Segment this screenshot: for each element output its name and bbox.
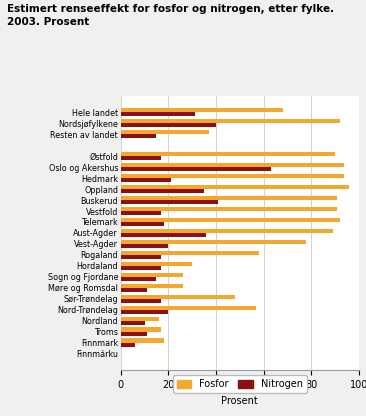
Bar xyxy=(121,272,183,277)
Bar xyxy=(121,163,344,167)
Bar xyxy=(121,295,235,299)
Bar xyxy=(121,130,209,134)
Bar xyxy=(121,332,147,336)
Legend: Fosfor, Nitrogen: Fosfor, Nitrogen xyxy=(173,375,307,393)
Bar xyxy=(121,189,204,193)
Bar xyxy=(121,255,161,259)
Bar xyxy=(121,134,157,139)
Bar xyxy=(121,196,337,200)
Bar xyxy=(121,123,216,127)
Bar xyxy=(121,119,340,123)
Bar xyxy=(121,174,344,178)
Bar xyxy=(121,299,161,303)
Bar xyxy=(121,317,159,321)
Bar xyxy=(121,108,283,112)
Bar xyxy=(121,156,161,160)
Bar xyxy=(121,233,206,237)
Bar xyxy=(121,207,337,211)
Bar xyxy=(121,343,135,347)
Bar xyxy=(121,200,218,204)
Bar xyxy=(121,112,195,116)
Bar xyxy=(121,277,157,281)
Bar xyxy=(121,288,147,292)
Bar xyxy=(121,211,161,215)
Bar xyxy=(121,306,257,310)
Bar xyxy=(121,244,168,248)
Bar xyxy=(121,327,161,332)
Bar xyxy=(121,251,259,255)
Bar xyxy=(121,262,192,266)
Bar xyxy=(121,167,271,171)
X-axis label: Prosent: Prosent xyxy=(221,396,258,406)
Bar xyxy=(121,321,145,325)
Bar xyxy=(121,310,168,314)
Bar xyxy=(121,185,349,189)
Text: Estimert renseeffekt for fosfor og nitrogen, etter fylke.
2003. Prosent: Estimert renseeffekt for fosfor og nitro… xyxy=(7,4,335,27)
Bar xyxy=(121,339,164,343)
Bar xyxy=(121,152,335,156)
Bar xyxy=(121,229,332,233)
Bar xyxy=(121,240,306,244)
Bar xyxy=(121,266,161,270)
Bar xyxy=(121,222,164,226)
Bar xyxy=(121,178,171,182)
Bar xyxy=(121,284,183,288)
Bar xyxy=(121,218,340,222)
